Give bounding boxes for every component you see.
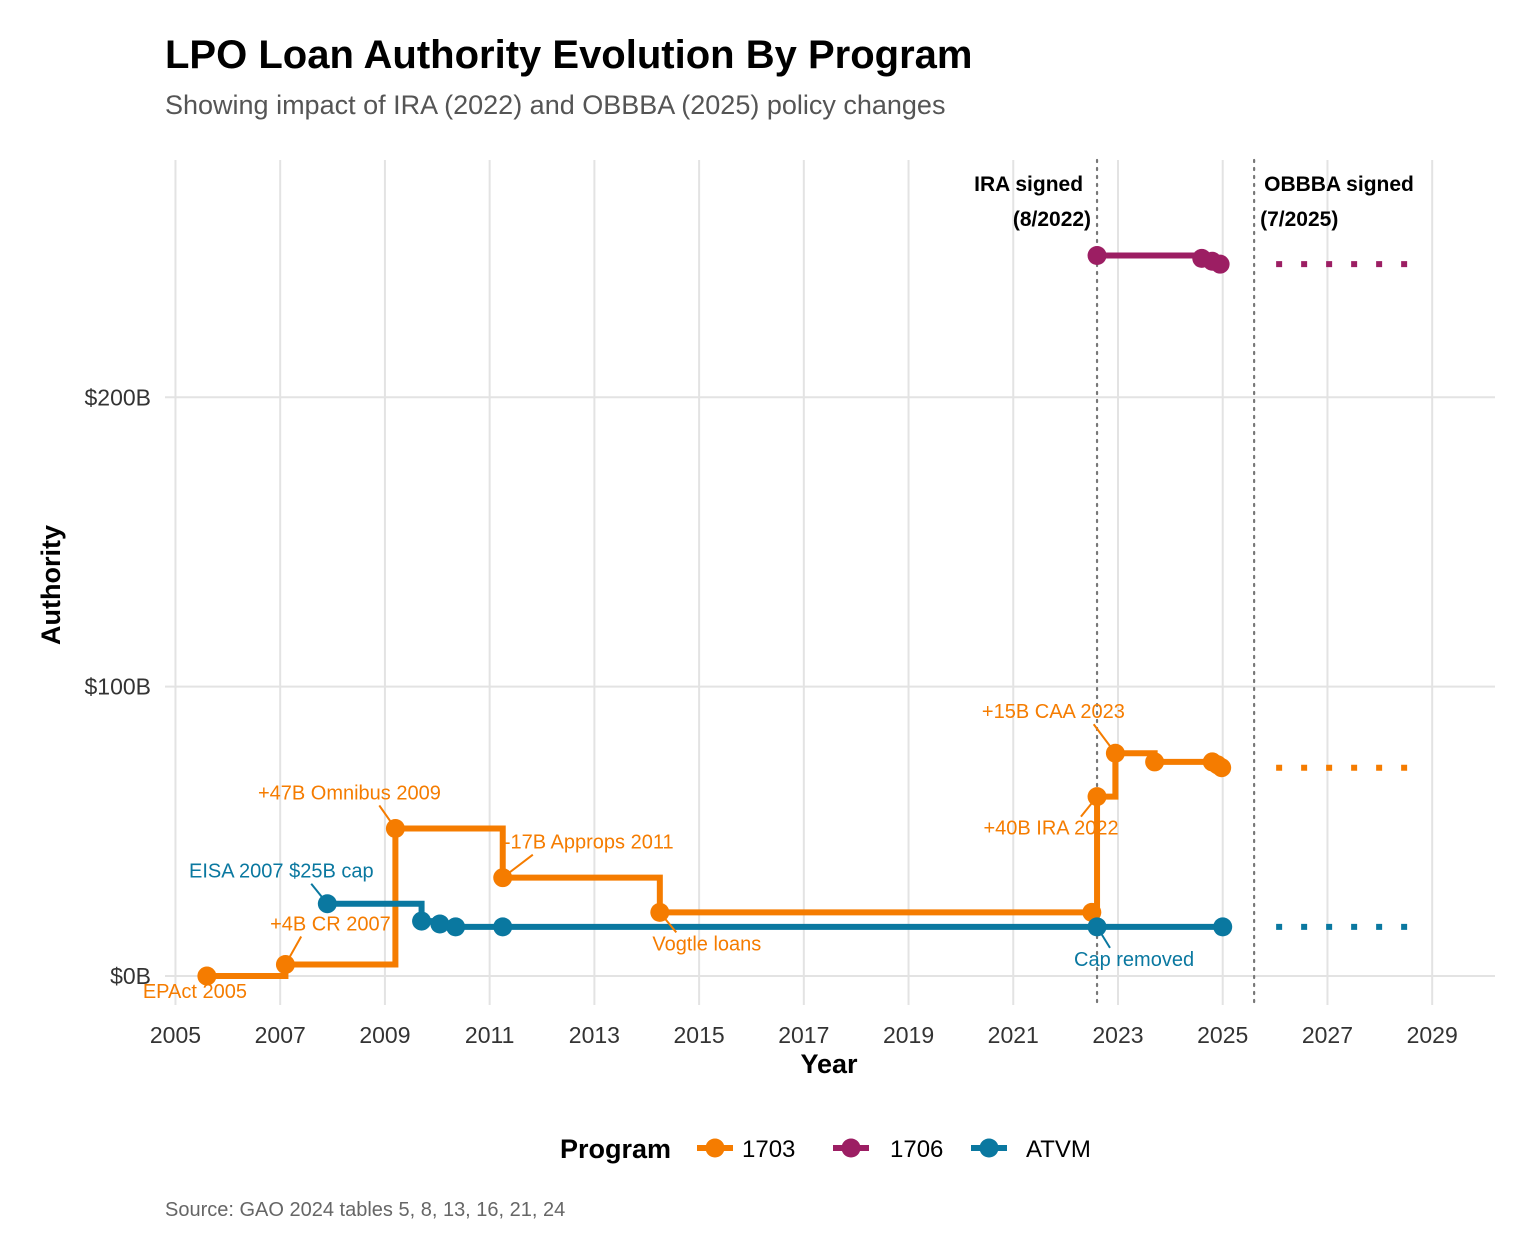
data-point-1703	[1145, 752, 1165, 772]
chart-title: LPO Loan Authority Evolution By Program	[165, 33, 972, 77]
data-point-1706	[1210, 254, 1230, 274]
annotation-leader	[284, 935, 303, 965]
x-axis-title: Year	[800, 1049, 858, 1079]
data-point-ATVM	[1213, 917, 1233, 937]
data-point-1703	[197, 966, 217, 986]
x-tick-label: 2023	[1092, 1022, 1143, 1048]
annotation-label: +47B Omnibus 2009	[258, 782, 441, 804]
annotation-leader	[1080, 796, 1098, 818]
annotation-layer: EPAct 2005 +4B CR 2007 +47B Omnibus 2009 -1…	[143, 701, 1194, 1003]
policy-vline-label-date: (8/2022)	[1013, 208, 1091, 231]
x-tick-label: 2025	[1197, 1022, 1248, 1048]
y-tick-label: $200B	[84, 384, 151, 410]
policy-vline-label: IRA signed	[974, 173, 1083, 196]
annotation-leader	[1096, 926, 1111, 949]
legend-key-point-1703	[705, 1138, 725, 1158]
annotation-leader	[502, 853, 534, 879]
annotation-leader	[1092, 723, 1117, 754]
y-tick-label: $0B	[110, 963, 151, 989]
data-point-1703	[1082, 902, 1102, 922]
annotation-label: EPAct 2005	[143, 981, 247, 1003]
data-point-1703	[1212, 758, 1232, 778]
annotation-label: Cap removed	[1074, 949, 1194, 971]
annotation-label: Vogtle loans	[652, 933, 761, 955]
chart-caption: Source: GAO 2024 tables 5, 8, 13, 16, 21…	[165, 1199, 565, 1221]
legend: Program 1703 1706 ATVM	[560, 1134, 1091, 1164]
x-tick-label: 2007	[255, 1022, 306, 1048]
annotation-leader	[378, 804, 397, 830]
x-tick-label: 2017	[778, 1022, 829, 1048]
policy-vline-label-date: (7/2025)	[1260, 208, 1338, 231]
annotation-leader	[310, 883, 329, 905]
x-tick-label: 2021	[988, 1022, 1039, 1048]
data-point-ATVM	[430, 914, 450, 934]
policy-vline-label: OBBBA signed	[1264, 173, 1414, 196]
annotation-label: -17B Approps 2011	[504, 832, 674, 854]
y-tick-label: $100B	[84, 674, 151, 700]
legend-label-ATVM: ATVM	[1026, 1136, 1091, 1163]
y-axis-title: Authority	[36, 525, 66, 645]
x-tick-label: 2005	[150, 1022, 201, 1048]
grid-layer	[165, 160, 1495, 1005]
chart-subtitle: Showing impact of IRA (2022) and OBBBA (…	[165, 90, 945, 120]
data-point-ATVM	[493, 917, 513, 937]
x-tick-label: 2013	[569, 1022, 620, 1048]
annotation-label: +15B CAA 2023	[982, 701, 1125, 723]
x-tick-label: 2029	[1407, 1022, 1458, 1048]
legend-key-point-1706	[841, 1138, 861, 1158]
x-tick-label: 2009	[359, 1022, 410, 1048]
data-point-1706	[1087, 245, 1107, 265]
annotation-label: EISA 2007 $25B cap	[189, 861, 374, 883]
legend-label-1706: 1706	[890, 1136, 943, 1163]
legend-key-point-ATVM	[979, 1138, 999, 1158]
legend-title: Program	[560, 1134, 671, 1164]
x-tick-label: 2019	[883, 1022, 934, 1048]
annotation-leader	[659, 911, 678, 934]
axis-layer: 2005 2007 2009 2011 2013 2015 2017 2019 2021 2023…	[84, 384, 1457, 1048]
data-point-ATVM	[446, 917, 466, 937]
annotation-label: +4B CR 2007	[270, 913, 391, 935]
data-point-ATVM	[412, 911, 432, 931]
vline-layer: IRA signed (8/2022) OBBBA signed (7/2025)	[974, 158, 1414, 1007]
legend-label-1703: 1703	[742, 1136, 795, 1163]
x-tick-label: 2027	[1302, 1022, 1353, 1048]
annotation-label: +40B IRA 2022	[983, 818, 1118, 840]
x-tick-label: 2015	[674, 1022, 725, 1048]
series-layer	[197, 245, 1422, 986]
x-tick-label: 2011	[465, 1022, 514, 1048]
